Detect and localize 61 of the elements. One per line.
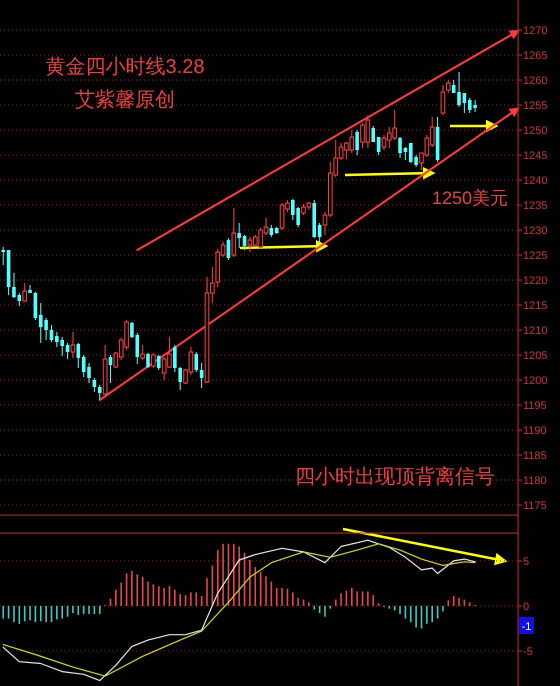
y-tick-label: 1185 [523, 450, 547, 462]
y-tick-label: 1205 [523, 350, 548, 362]
candlestick [60, 336, 64, 356]
candlestick [173, 344, 177, 372]
y-tick-label: 1195 [523, 400, 547, 412]
candlestick [130, 322, 134, 338]
y-tick-label: 1190 [523, 425, 547, 437]
y-tick-label: 1265 [523, 50, 548, 62]
candlestick [296, 206, 300, 228]
annotation: 四小时出现顶背离信号 [295, 466, 495, 488]
candlestick [318, 222, 322, 246]
y-tick-label: 1180 [523, 475, 547, 487]
candlestick [92, 378, 96, 392]
candlestick [200, 362, 204, 388]
y-tick-label: 1200 [523, 375, 548, 387]
text: 艾紫馨原创 [75, 89, 175, 111]
candlestick [274, 226, 278, 234]
candlestick [178, 366, 182, 390]
y-tick-label: 0 [523, 600, 530, 613]
candlestick [468, 98, 472, 114]
text: -1 [522, 621, 532, 633]
candlestick [135, 332, 140, 364]
y-tick-label: 1250 [523, 125, 548, 137]
candlestick [44, 318, 48, 340]
candlestick [270, 224, 274, 238]
candlestick [226, 238, 230, 260]
candlestick [473, 100, 477, 112]
y-tick-label: 5 [523, 556, 530, 568]
y-tick-label: 1210 [523, 325, 548, 337]
candlestick [290, 198, 295, 220]
candlestick [1, 246, 6, 266]
candlestick [146, 352, 150, 368]
candlestick [108, 354, 112, 384]
y-tick-label: 1255 [523, 100, 548, 112]
candlestick [98, 384, 102, 400]
candlestick [194, 352, 198, 372]
y-tick-label: 1225 [523, 250, 548, 262]
y-tick-label: 1215 [523, 300, 548, 312]
y-tick-label: 1175 [523, 500, 547, 512]
y-tick-label: -5 [523, 646, 533, 658]
candlestick [76, 342, 80, 368]
candlestick [70, 332, 76, 358]
annotation: 1250美元 [432, 188, 508, 208]
text: 黄金四小时线3.28 [46, 56, 204, 78]
candlestick [38, 302, 43, 344]
candlestick [18, 292, 22, 306]
candlestick [414, 154, 418, 168]
y-tick-label: 1220 [523, 275, 548, 287]
candlestick [12, 272, 16, 298]
candlestick [436, 116, 440, 162]
y-tick-label: 1260 [523, 75, 548, 87]
y-tick-label: 1245 [523, 150, 548, 162]
candlestick [355, 130, 359, 156]
candlestick [66, 342, 70, 360]
y-tick-label: 1230 [523, 225, 548, 237]
y-tick-label: 1270 [523, 25, 548, 37]
candlestick [34, 292, 38, 320]
candlestick [312, 200, 316, 238]
y-tick-label: 1240 [523, 175, 548, 187]
y-tick-label: 1235 [523, 200, 548, 212]
candlestick [156, 354, 161, 370]
